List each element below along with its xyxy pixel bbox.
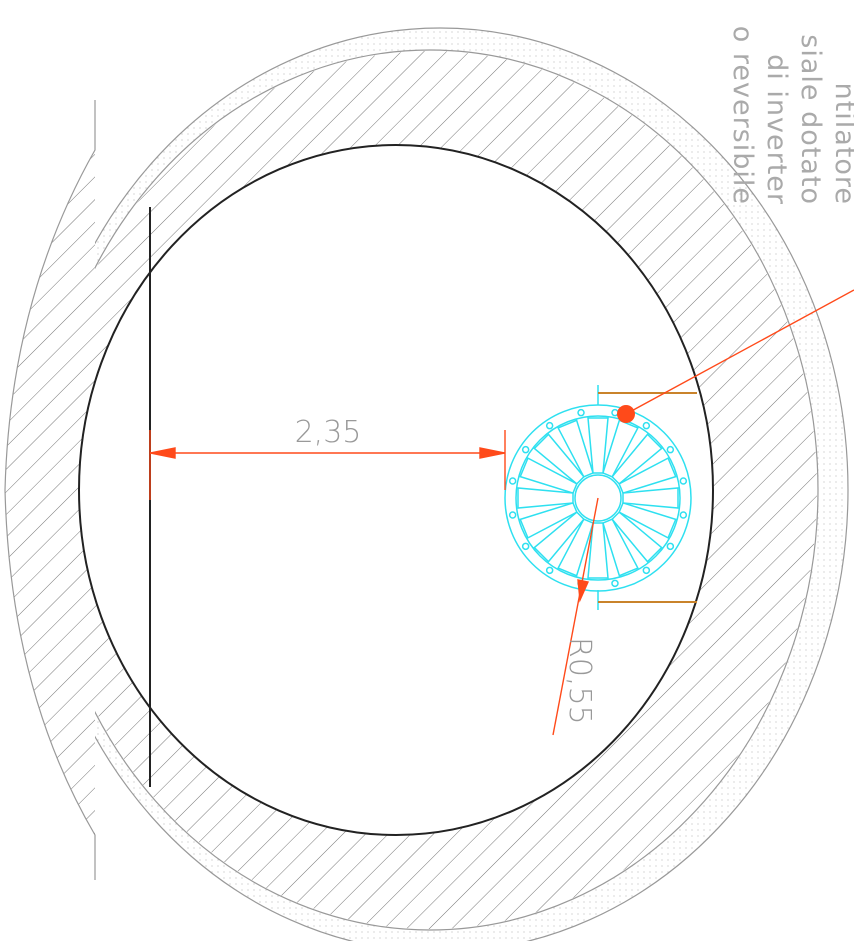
note-line: di inverter bbox=[761, 54, 792, 205]
cavity bbox=[78, 144, 714, 836]
supports bbox=[598, 392, 697, 603]
note-line: ntilatore bbox=[829, 83, 854, 205]
fan bbox=[504, 385, 692, 610]
dimension bbox=[149, 289, 854, 736]
radius-label: R0,55 bbox=[562, 637, 597, 725]
note-line: o reversibile bbox=[727, 26, 758, 205]
width-label: 2,35 bbox=[295, 415, 362, 450]
note-line: siale dotato bbox=[795, 34, 826, 205]
